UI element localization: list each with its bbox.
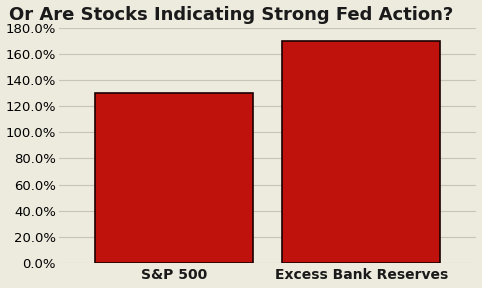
Bar (95, 93, 253, 263)
Bar (282, 41, 441, 263)
Text: Or Are Stocks Indicating Strong Fed Action?: Or Are Stocks Indicating Strong Fed Acti… (9, 5, 453, 24)
